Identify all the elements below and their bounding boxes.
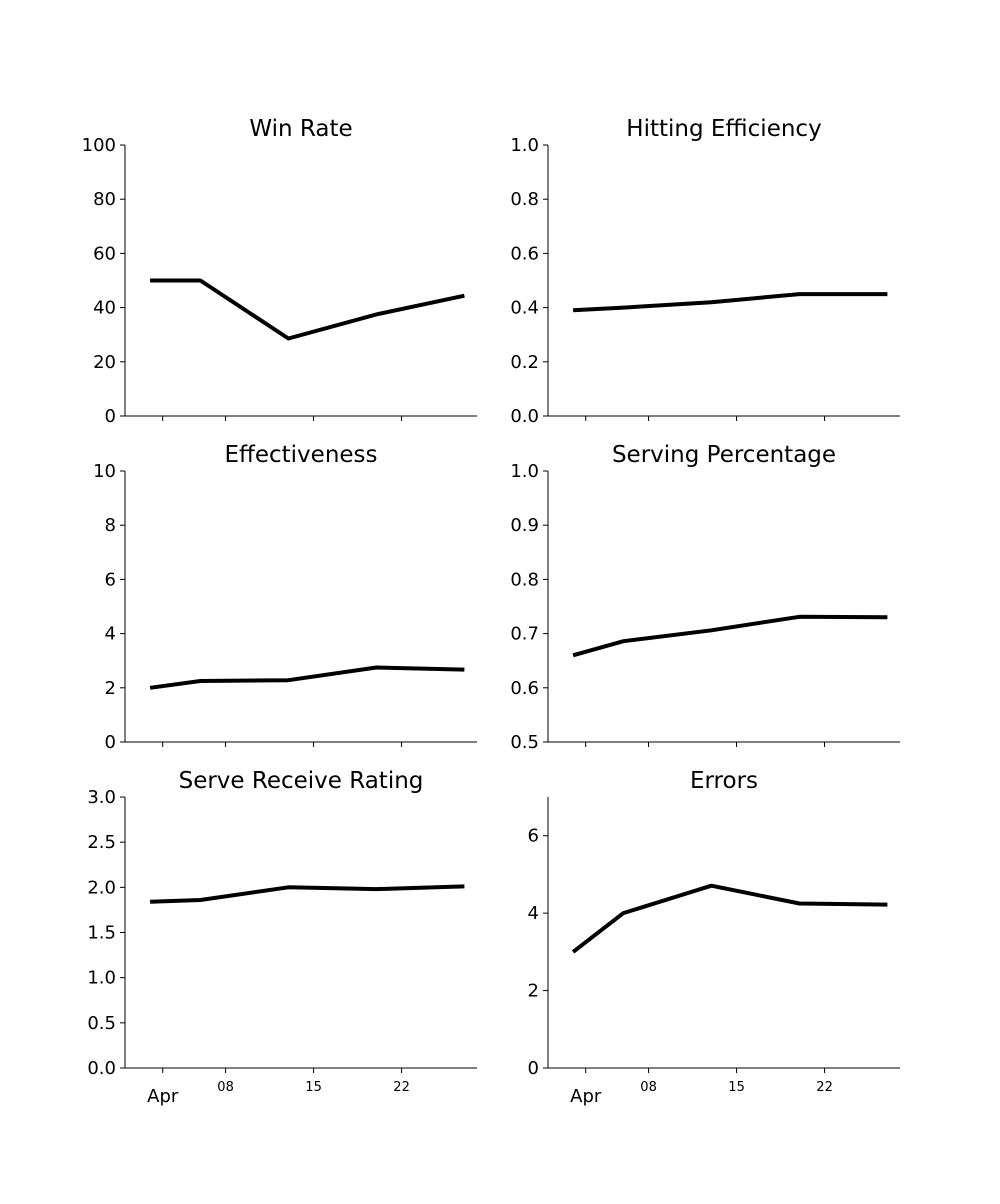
- subplot-title: Effectiveness: [224, 442, 377, 468]
- y-tick-label: 0.8: [510, 189, 539, 210]
- y-tick-label: 1.5: [87, 923, 116, 944]
- y-tick-label: 0.0: [510, 406, 539, 427]
- y-tick-label: 0: [105, 406, 116, 427]
- y-tick-label: 1.0: [87, 968, 116, 989]
- subplot-4: Serving Percentage 0.5 0.6 0.7 0.8 0.9 1.0: [510, 442, 900, 753]
- x-tick-label: 08: [217, 1080, 234, 1095]
- y-tick-label: 1.0: [510, 135, 539, 156]
- y-tick-label: 8: [105, 515, 116, 536]
- y-tick-label: 40: [93, 298, 116, 319]
- subplot-1: Win Rate 0 20 40 60 80 100: [82, 116, 477, 427]
- y-tick-label: 80: [93, 189, 116, 210]
- y-tick-label: 0.8: [510, 569, 539, 590]
- series-line: [572, 614, 888, 658]
- subplot-title: Serving Percentage: [612, 442, 836, 468]
- y-tick-label: 0.6: [510, 678, 539, 699]
- y-tick-label: 0.6: [510, 243, 539, 264]
- y-tick-label: 0.5: [87, 1013, 116, 1034]
- x-tick-label: Apr: [570, 1086, 602, 1107]
- y-tick-label: 3.0: [87, 787, 116, 808]
- y-tick-label: 0.5: [510, 732, 539, 753]
- y-tick-label: 0: [528, 1058, 539, 1079]
- subplot-6: Errors 0 2 4 6 Apr 08 15 22: [528, 768, 900, 1107]
- y-tick-label: 0: [105, 732, 116, 753]
- subplot-title: Win Rate: [249, 116, 352, 142]
- series-line: [572, 292, 888, 313]
- y-tick-label: 0.4: [510, 298, 539, 319]
- series-line: [150, 278, 465, 341]
- y-tick-label: 60: [93, 243, 116, 264]
- y-tick-label: 10: [93, 461, 116, 482]
- x-tick-label: 15: [728, 1080, 745, 1095]
- y-tick-label: 1.0: [510, 461, 539, 482]
- subplot-2: Hitting Efficiency 0.0 0.2 0.4 0.6 0.8 1.0: [510, 116, 900, 427]
- y-tick-label: 100: [82, 135, 116, 156]
- subplot-title: Hitting Efficiency: [626, 116, 821, 142]
- subplot-5: Serve Receive Rating 0.0 0.5 1.0 1.5 2.0 2.5 3.…: [87, 768, 477, 1107]
- series-line: [571, 883, 888, 954]
- y-tick-label: 6: [105, 569, 116, 590]
- series-line: [150, 884, 465, 904]
- subplot-title: Serve Receive Rating: [179, 768, 424, 794]
- y-tick-label: 0.7: [510, 624, 539, 645]
- x-tick-label: Apr: [147, 1086, 179, 1107]
- y-tick-label: 6: [528, 826, 539, 847]
- y-tick-label: 0.0: [87, 1058, 116, 1079]
- y-tick-label: 2: [528, 981, 539, 1002]
- y-tick-label: 2.0: [87, 877, 116, 898]
- subplot-3: Effectiveness 0 2 4 6 8 10: [93, 442, 477, 753]
- x-tick-label: 22: [816, 1080, 833, 1095]
- y-tick-label: 2: [105, 678, 116, 699]
- y-tick-label: 0.9: [510, 515, 539, 536]
- series-line: [149, 665, 465, 690]
- y-tick-label: 20: [93, 352, 116, 373]
- x-tick-label: 15: [305, 1080, 322, 1095]
- subplot-title: Errors: [690, 768, 758, 794]
- x-tick-label: 22: [393, 1080, 410, 1095]
- x-tick-label: 08: [640, 1080, 657, 1095]
- y-tick-label: 4: [105, 624, 116, 645]
- y-tick-label: 0.2: [510, 352, 539, 373]
- y-tick-label: 2.5: [87, 832, 116, 853]
- y-tick-label: 4: [528, 903, 539, 924]
